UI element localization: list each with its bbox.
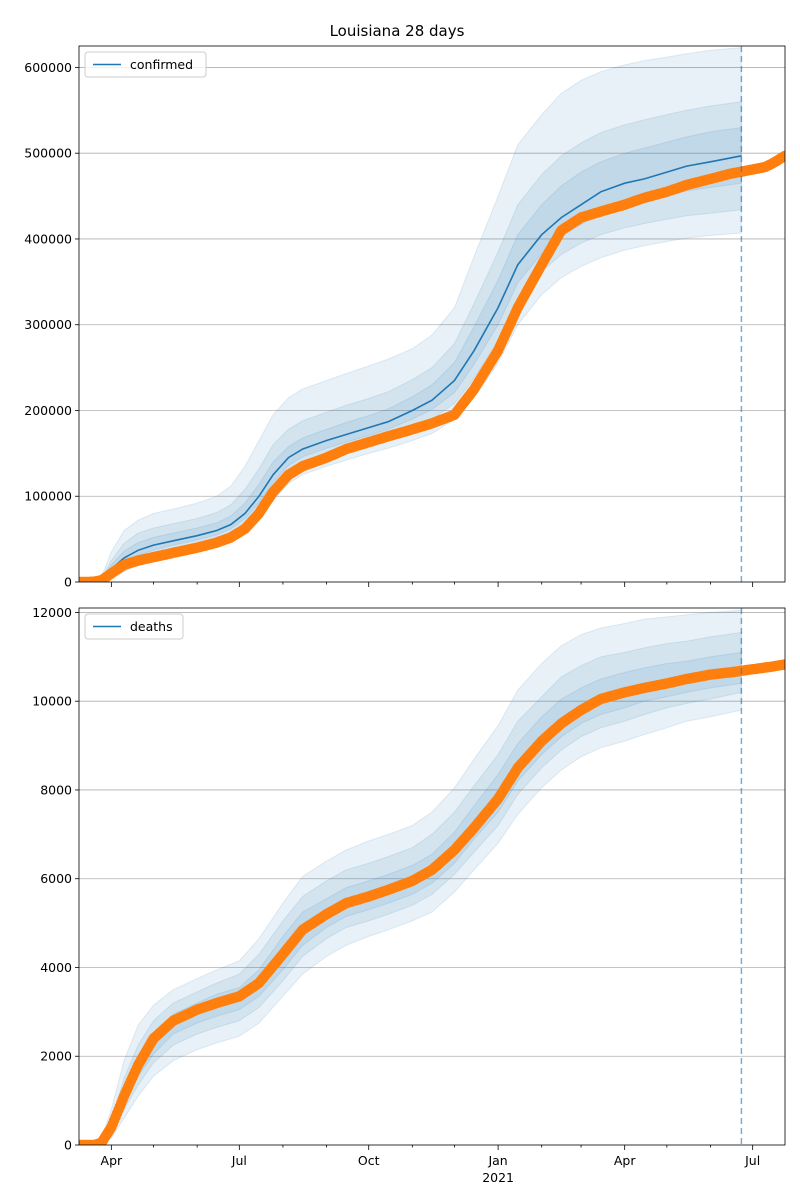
confirmed-panel: 0 100000 200000 300000 400000 500000 600000 con…	[24, 45, 786, 590]
axes-frame	[78, 45, 786, 583]
x-year-label: 2021	[482, 1170, 514, 1185]
observed-points	[79, 659, 785, 1145]
uncertainty-band-2	[79, 126, 742, 582]
model-line-confirmed	[79, 155, 742, 582]
y-tick-label: 100000	[24, 489, 72, 504]
y-tick-label: 8000	[40, 782, 72, 797]
y-tick-label: 10000	[32, 694, 72, 709]
legend: deaths	[84, 613, 184, 640]
legend-label: confirmed	[130, 57, 193, 72]
x-tick-label: Jan	[487, 1153, 507, 1168]
x-axis-ticks	[110, 1145, 754, 1150]
y-tick-label: 400000	[24, 231, 72, 246]
y-tick-label: 300000	[24, 317, 72, 332]
observed-point	[779, 150, 785, 161]
x-tick-label: Apr	[101, 1153, 123, 1168]
x-tick-label: Jul	[744, 1153, 760, 1168]
legend-box	[84, 613, 184, 640]
y-tick-label: 0	[64, 575, 72, 590]
y-axis: 0 2000 4000 6000 8000 10000 12000	[32, 605, 79, 1153]
y-tick-label: 12000	[32, 605, 72, 620]
y-tick-label: 2000	[40, 1049, 72, 1064]
chart-title: Louisiana 28 days	[330, 22, 465, 40]
x-tick-label: Apr	[614, 1153, 636, 1168]
y-tick-label: 0	[64, 1138, 72, 1153]
legend: confirmed	[84, 51, 207, 78]
y-tick-label: 500000	[24, 146, 72, 161]
observed-point	[779, 659, 785, 670]
y-tick-label: 4000	[40, 960, 72, 975]
axes-frame	[78, 607, 786, 1146]
x-axis-ticks	[110, 582, 754, 587]
legend-box	[84, 51, 207, 78]
y-tick-label: 6000	[40, 871, 72, 886]
y-tick-label: 600000	[24, 60, 72, 75]
x-tick-label: Jul	[231, 1153, 247, 1168]
x-tick-label: Oct	[358, 1153, 380, 1168]
x-axis-labels: Apr Jul Oct Jan 2021 Apr Jul	[101, 1153, 761, 1185]
observed-points	[79, 150, 785, 582]
deaths-panel: 0 2000 4000 6000 8000 10000 12000 deaths	[32, 605, 786, 1153]
y-tick-label: 200000	[24, 403, 72, 418]
y-axis: 0 100000 200000 300000 400000 500000 600000	[24, 60, 79, 590]
legend-label: deaths	[130, 619, 173, 634]
gridlines	[79, 612, 785, 1057]
